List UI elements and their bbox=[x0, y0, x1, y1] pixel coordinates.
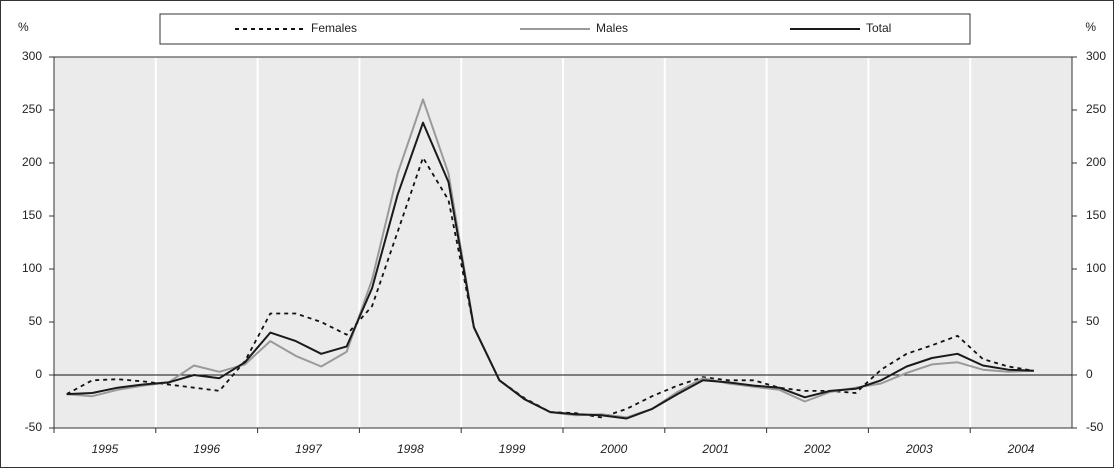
x-tick-label: 2003 bbox=[905, 442, 933, 456]
y2-tick-label: 200 bbox=[1086, 155, 1106, 169]
x-tick-label: 2004 bbox=[1007, 442, 1035, 456]
series-line bbox=[66, 121, 1034, 420]
y-tick-label: 0 bbox=[35, 367, 42, 381]
y-tick-label: 100 bbox=[22, 261, 42, 275]
x-tick-label: 1998 bbox=[397, 442, 424, 456]
y2-axis-label: % bbox=[1085, 20, 1096, 34]
x-tick-label: 2000 bbox=[600, 442, 628, 456]
x-tick-label: 1997 bbox=[295, 442, 323, 456]
x-tick-label: 1996 bbox=[193, 442, 220, 456]
y-tick-label: -50 bbox=[25, 420, 43, 434]
y-tick-label: 250 bbox=[22, 102, 42, 116]
y2-tick-label: 100 bbox=[1086, 261, 1106, 275]
y2-tick-label: -50 bbox=[1086, 420, 1104, 434]
y2-tick-label: 150 bbox=[1086, 208, 1106, 222]
x-tick-label: 1999 bbox=[499, 442, 526, 456]
x-tick-label: 2002 bbox=[803, 442, 831, 456]
y2-tick-label: 300 bbox=[1086, 49, 1106, 63]
y-tick-label: 50 bbox=[29, 314, 43, 328]
y-axis-label: % bbox=[18, 20, 29, 34]
y2-tick-label: 50 bbox=[1086, 314, 1100, 328]
x-tick-label: 1995 bbox=[92, 442, 119, 456]
y-tick-label: 300 bbox=[22, 49, 42, 63]
legend-label: Females bbox=[311, 21, 357, 35]
legend-label: Males bbox=[596, 21, 628, 35]
legend-label: Total bbox=[866, 21, 891, 35]
y-tick-label: 200 bbox=[22, 155, 42, 169]
y2-tick-label: 250 bbox=[1086, 102, 1106, 116]
y-tick-label: 150 bbox=[22, 208, 42, 222]
x-tick-label: 2001 bbox=[701, 442, 729, 456]
y2-tick-label: 0 bbox=[1086, 367, 1093, 381]
